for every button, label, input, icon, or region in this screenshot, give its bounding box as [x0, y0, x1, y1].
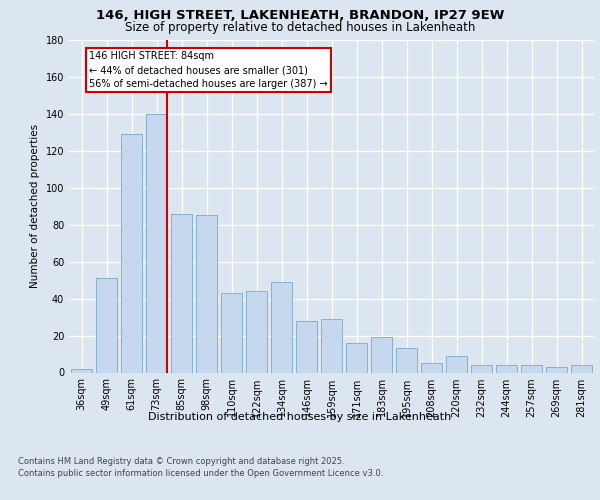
Bar [346, 343, 367, 372]
Bar [396, 348, 417, 372]
Text: Size of property relative to detached houses in Lakenheath: Size of property relative to detached ho… [125, 21, 475, 34]
Text: 146, HIGH STREET, LAKENHEATH, BRANDON, IP27 9EW: 146, HIGH STREET, LAKENHEATH, BRANDON, I… [96, 9, 504, 22]
Bar [421, 364, 442, 372]
Bar [571, 365, 592, 372]
Text: Distribution of detached houses by size in Lakenheath: Distribution of detached houses by size … [148, 412, 452, 422]
Bar [271, 282, 292, 372]
Bar [96, 278, 117, 372]
Bar [121, 134, 142, 372]
Bar [496, 365, 517, 372]
Text: Contains public sector information licensed under the Open Government Licence v3: Contains public sector information licen… [18, 468, 383, 477]
Bar [196, 216, 217, 372]
Bar [321, 319, 342, 372]
Bar [546, 367, 567, 372]
Text: Contains HM Land Registry data © Crown copyright and database right 2025.: Contains HM Land Registry data © Crown c… [18, 457, 344, 466]
Y-axis label: Number of detached properties: Number of detached properties [30, 124, 40, 288]
Text: 146 HIGH STREET: 84sqm
← 44% of detached houses are smaller (301)
56% of semi-de: 146 HIGH STREET: 84sqm ← 44% of detached… [89, 51, 328, 89]
Bar [371, 338, 392, 372]
Bar [446, 356, 467, 372]
Bar [71, 369, 92, 372]
Bar [171, 214, 192, 372]
Bar [521, 365, 542, 372]
Bar [221, 293, 242, 372]
Bar [246, 291, 267, 372]
Bar [296, 321, 317, 372]
Bar [471, 365, 492, 372]
Bar [146, 114, 167, 372]
